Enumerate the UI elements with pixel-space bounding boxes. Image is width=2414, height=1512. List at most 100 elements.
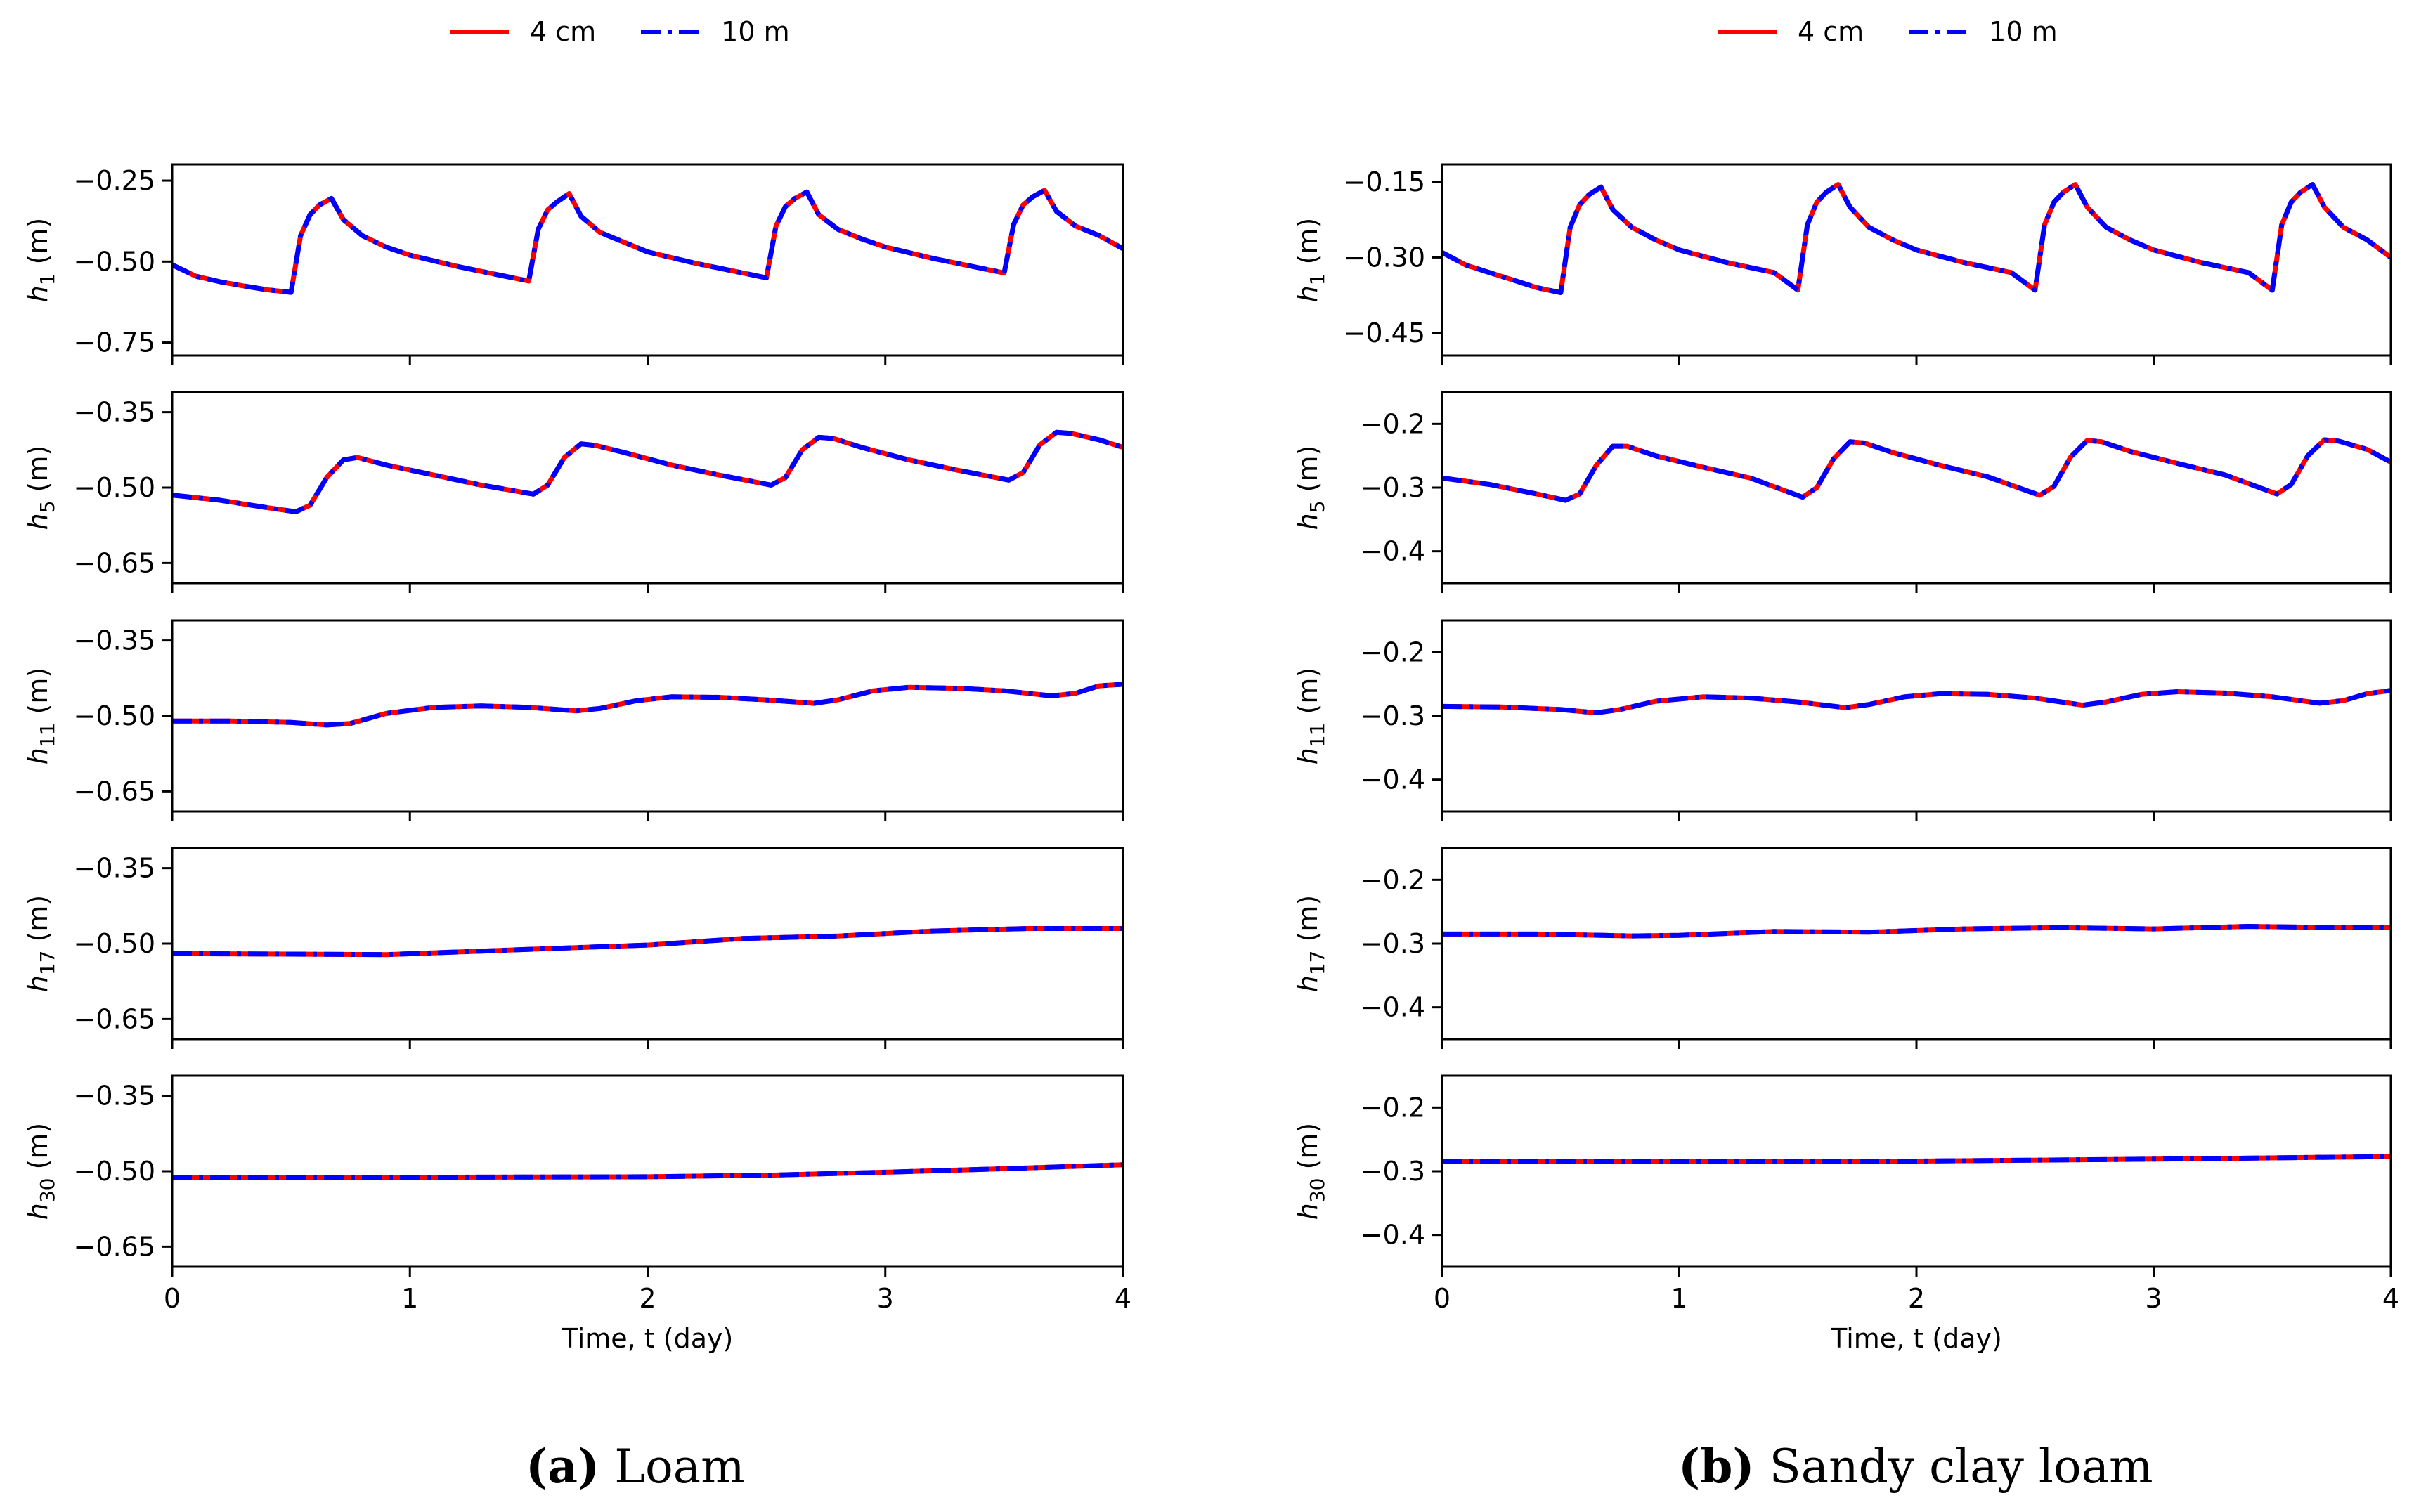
legend-swatch-dashdot bbox=[1909, 30, 1968, 34]
y-axis-label: h17 (m) bbox=[1292, 895, 1329, 992]
legend-item-10m: 10 m bbox=[1909, 16, 2058, 47]
y-tick-label: −0.65 bbox=[74, 776, 155, 807]
y-tick-label: −0.50 bbox=[74, 1156, 155, 1187]
y-label-symbol: h bbox=[22, 513, 53, 530]
y-axis-label: h5 (m) bbox=[22, 445, 59, 530]
caption-text-b: Sandy clay loam bbox=[1769, 1440, 2153, 1494]
subplot-h11: −0.2 −0.3 −0.4 h11 (m) bbox=[1292, 619, 2392, 821]
subplot-frame bbox=[171, 391, 1124, 585]
subplot-h30: −0.2 −0.3 −0.4 0 1 2 3 4 h30 (m) bbox=[1292, 1074, 2399, 1314]
series-line-10m bbox=[172, 188, 1123, 295]
series-line-10m bbox=[1442, 688, 2391, 715]
y-label-unit: (m) bbox=[22, 445, 53, 501]
legend-label-10m: 10 m bbox=[1989, 16, 2058, 47]
legend-item-4cm: 4 cm bbox=[1718, 16, 1864, 47]
subplot-h1: −0.25 −0.50 −0.75 h1 (m) bbox=[22, 163, 1124, 365]
subplot-frame bbox=[1441, 1074, 2392, 1268]
legend-label-4cm: 4 cm bbox=[1798, 16, 1864, 47]
y-label-unit: (m) bbox=[1292, 667, 1323, 723]
y-label-symbol: h bbox=[22, 975, 53, 992]
y-axis-label: h30 (m) bbox=[22, 1123, 59, 1220]
y-tick-label: −0.45 bbox=[1344, 318, 1425, 348]
legend-swatch-solid bbox=[1718, 30, 1777, 34]
x-axis-label: Time, t (day) bbox=[1830, 1323, 2002, 1354]
y-label-unit: (m) bbox=[1292, 1123, 1323, 1178]
subplot-frame bbox=[1441, 847, 2392, 1041]
y-label-symbol: h bbox=[1292, 285, 1323, 302]
series-line-4cm bbox=[1442, 182, 2391, 295]
y-label-subscript: 30 bbox=[36, 1178, 59, 1204]
y-axis-label: h5 (m) bbox=[1292, 445, 1329, 530]
caption-panel-a: (a) Loam bbox=[526, 1439, 745, 1494]
y-axis-label: h1 (m) bbox=[1292, 218, 1329, 303]
legend-item-10m: 10 m bbox=[641, 16, 790, 47]
x-tick-label: 0 bbox=[1434, 1283, 1451, 1314]
series-line-10m bbox=[1442, 1154, 2391, 1164]
y-label-subscript: 11 bbox=[36, 723, 59, 748]
x-tick-label: 2 bbox=[639, 1283, 656, 1314]
y-tick-label: −0.30 bbox=[1344, 242, 1425, 273]
y-tick-label: −0.50 bbox=[74, 700, 155, 731]
y-label-subscript: 11 bbox=[1306, 723, 1329, 748]
x-tick-label: 1 bbox=[401, 1283, 418, 1314]
series-line-4cm bbox=[172, 926, 1123, 958]
x-tick-label: 3 bbox=[2145, 1283, 2162, 1314]
y-tick-label: −0.35 bbox=[74, 625, 155, 656]
legend-panel-b: 4 cm 10 m bbox=[1718, 10, 2103, 53]
legend-swatch-solid bbox=[450, 30, 509, 34]
y-label-symbol: h bbox=[22, 748, 53, 764]
x-tick-label: 3 bbox=[877, 1283, 894, 1314]
y-tick-label: −0.75 bbox=[74, 327, 155, 358]
subplot-h17: −0.35 −0.50 −0.65 h17 (m) bbox=[22, 847, 1124, 1049]
subplot-h5: −0.35 −0.50 −0.65 h5 (m) bbox=[22, 391, 1124, 593]
y-tick-label: −0.3 bbox=[1361, 1156, 1425, 1187]
legend-swatch-dashdot bbox=[641, 30, 701, 34]
y-label-symbol: h bbox=[1292, 1203, 1323, 1220]
y-axis-label: h11 (m) bbox=[22, 667, 59, 764]
subplot-h5: −0.2 −0.3 −0.4 h5 (m) bbox=[1292, 391, 2392, 593]
subplot-frame bbox=[171, 163, 1124, 357]
legend-item-4cm: 4 cm bbox=[450, 16, 596, 47]
y-tick-label: −0.2 bbox=[1361, 408, 1425, 439]
subplot-h30: −0.35 −0.50 −0.65 0 1 2 3 4 h30 (m) bbox=[22, 1074, 1131, 1314]
y-label-subscript: 17 bbox=[36, 951, 59, 976]
y-tick-label: −0.50 bbox=[74, 928, 155, 959]
series-line-4cm bbox=[172, 188, 1123, 295]
series-line-4cm bbox=[172, 429, 1123, 514]
y-tick-label: −0.65 bbox=[74, 547, 155, 578]
y-label-symbol: h bbox=[1292, 513, 1323, 530]
y-tick-label: −0.3 bbox=[1361, 928, 1425, 959]
caption-panel-b: (b) Sandy clay loam bbox=[1678, 1439, 2153, 1494]
y-label-subscript: 17 bbox=[1306, 951, 1329, 976]
y-tick-label: −0.35 bbox=[74, 853, 155, 884]
y-label-unit: (m) bbox=[1292, 895, 1323, 951]
y-tick-label: −0.35 bbox=[74, 397, 155, 428]
y-label-symbol: h bbox=[22, 1203, 53, 1220]
y-tick-label: −0.3 bbox=[1361, 700, 1425, 731]
y-tick-label: −0.50 bbox=[74, 246, 155, 277]
series-line-10m bbox=[1442, 437, 2391, 503]
series-line-10m bbox=[172, 1162, 1123, 1180]
subplot-h1: −0.15 −0.30 −0.45 h1 (m) bbox=[1292, 163, 2392, 365]
legend-panel-a: 4 cm 10 m bbox=[450, 10, 835, 53]
y-label-symbol: h bbox=[1292, 748, 1323, 764]
y-label-unit: (m) bbox=[22, 667, 53, 723]
y-label-unit: (m) bbox=[22, 895, 53, 951]
caption-label-b: (b) bbox=[1678, 1439, 1755, 1494]
series-line-10m bbox=[172, 926, 1123, 958]
y-label-unit: (m) bbox=[22, 1123, 53, 1178]
subplot-h17: −0.2 −0.3 −0.4 h17 (m) bbox=[1292, 847, 2392, 1049]
x-tick-label: 4 bbox=[1115, 1283, 1131, 1314]
y-label-unit: (m) bbox=[1292, 218, 1323, 273]
legend-label-4cm: 4 cm bbox=[530, 16, 597, 47]
y-tick-label: −0.25 bbox=[74, 165, 155, 196]
y-tick-label: −0.35 bbox=[74, 1081, 155, 1112]
y-tick-label: −0.2 bbox=[1361, 637, 1425, 667]
y-tick-label: −0.3 bbox=[1361, 472, 1425, 503]
y-axis-label: h11 (m) bbox=[1292, 667, 1329, 764]
series-line-10m bbox=[172, 429, 1123, 514]
y-label-unit: (m) bbox=[22, 218, 53, 273]
y-label-subscript: 1 bbox=[1306, 273, 1329, 285]
